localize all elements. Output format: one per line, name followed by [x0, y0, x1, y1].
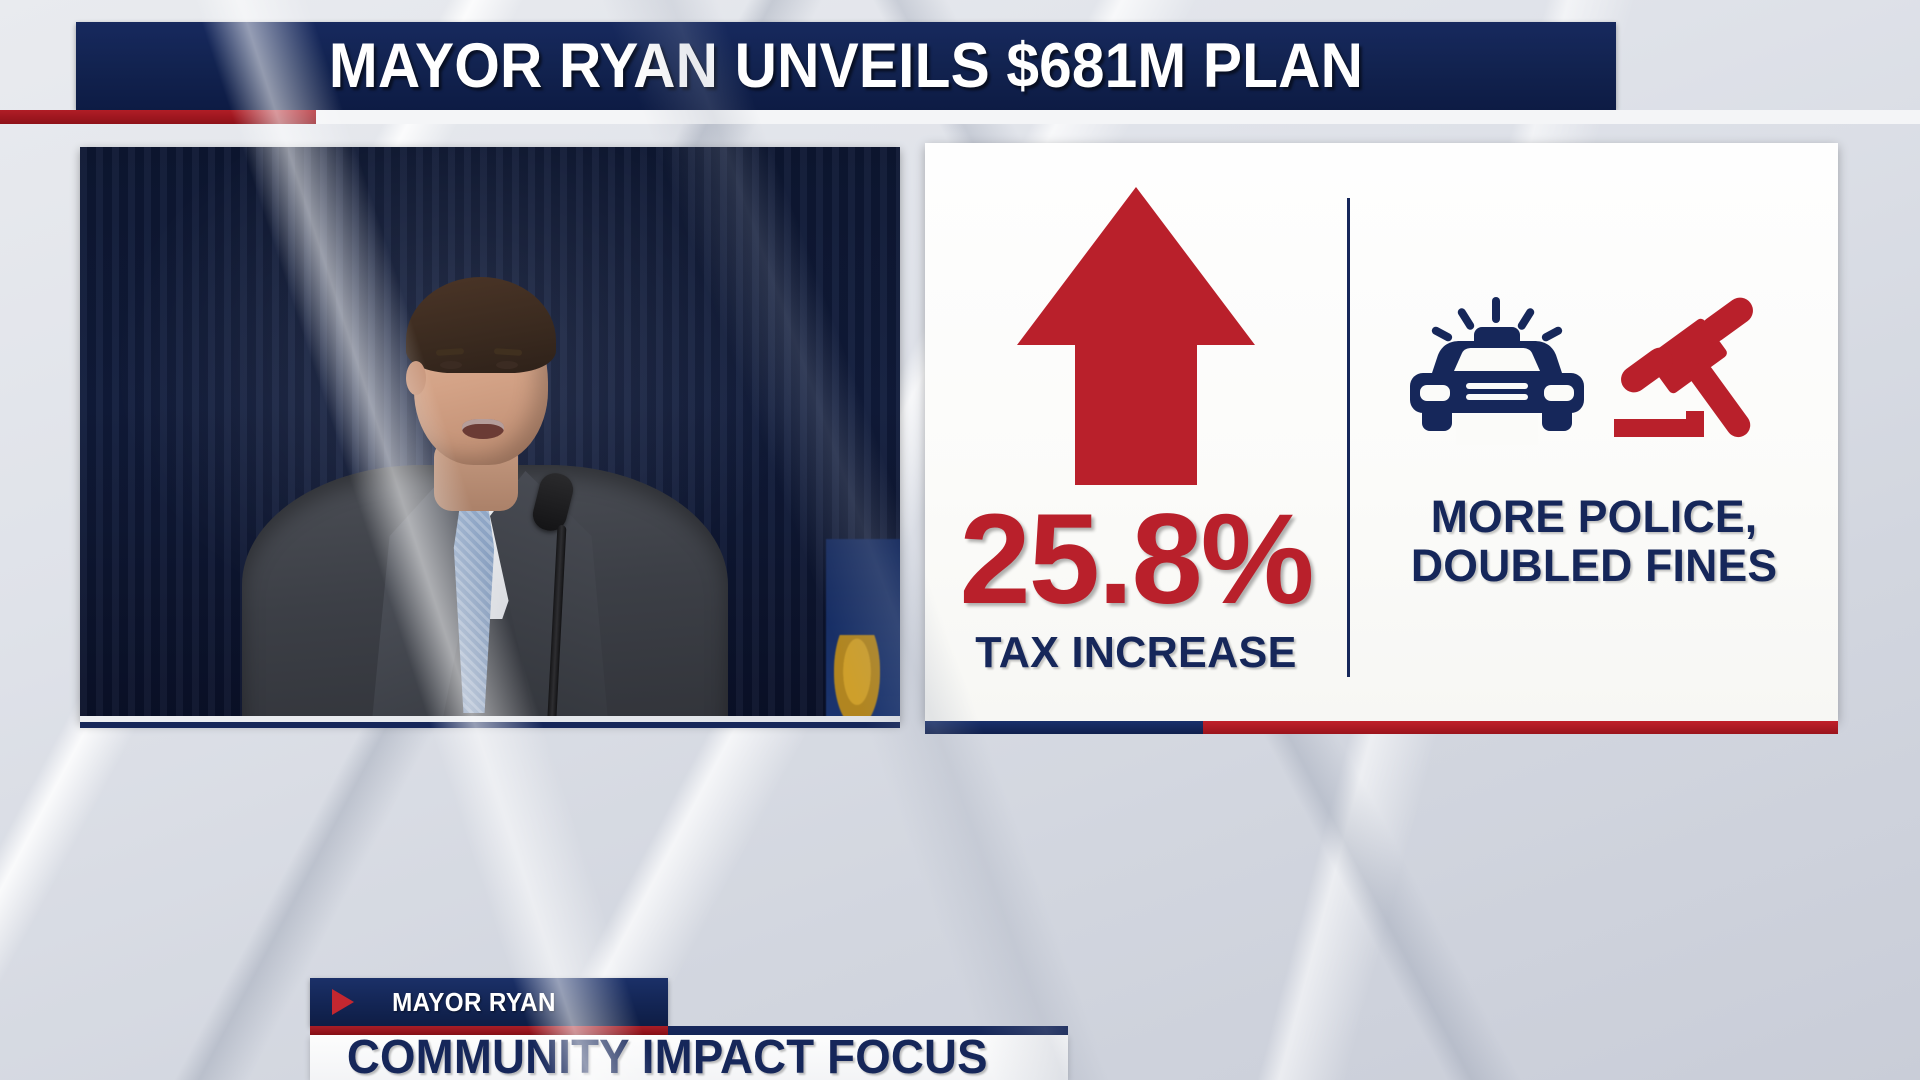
header-banner: MAYOR RYAN UNVEILS $681M PLAN: [76, 22, 1616, 110]
tax-increase-value: 25.8%: [959, 488, 1315, 631]
page-title: MAYOR RYAN UNVEILS $681M PLAN: [328, 31, 1364, 101]
lower-third-rule-navy: [668, 1026, 1068, 1035]
policy-block: MORE POLICE, DOUBLED FINES: [1350, 143, 1838, 721]
speaker-figure: [200, 233, 770, 722]
policy-icon-row: [1408, 295, 1780, 445]
panel-divider: [1347, 198, 1350, 677]
speaker-eye-right: [496, 361, 518, 369]
header-accent-white: [316, 110, 1920, 124]
lower-third-headline-bar: COMMUNITY IMPACT FOCUS: [310, 1031, 1068, 1080]
panel-footer-navy: [925, 721, 1203, 734]
up-arrow-icon: [1017, 187, 1255, 485]
speaker-hair: [406, 277, 556, 373]
policy-line-1: MORE POLICE,: [1430, 491, 1758, 542]
speaker-eye-left: [440, 361, 462, 369]
header-accent-red: [0, 110, 316, 124]
tax-increase-block: 25.8% TAX INCREASE: [925, 143, 1347, 721]
state-flag: [826, 539, 900, 722]
policy-line-2: DOUBLED FINES: [1410, 539, 1778, 591]
photo-underline-navy: [80, 722, 900, 728]
photo-underline-light: [80, 716, 900, 726]
panel-footer-accent: [925, 721, 1838, 734]
tax-increase-label: TAX INCREASE: [975, 627, 1297, 677]
panel-footer-red: [1203, 721, 1838, 734]
gavel-icon: [1614, 297, 1753, 438]
up-arrow-wrap: [925, 181, 1347, 491]
policy-description: MORE POLICE, DOUBLED FINES: [1410, 491, 1778, 591]
lower-third-headline: COMMUNITY IMPACT FOCUS: [346, 1031, 988, 1080]
lower-third-rule-red: [310, 1026, 668, 1035]
lower-third-kicker: MAYOR RYAN: [392, 986, 556, 1017]
police-car-icon: [1410, 297, 1584, 445]
lower-third-kicker-bar: MAYOR RYAN: [310, 978, 668, 1026]
speaker-ear: [406, 361, 426, 395]
speaker-mouth: [462, 419, 504, 439]
mayor-at-podium-photo: CITY BUDGET ANNOUNCEMENT: [80, 147, 900, 722]
play-triangle-icon: [332, 989, 354, 1015]
statistics-panel: 25.8% TAX INCREASE: [925, 143, 1838, 721]
